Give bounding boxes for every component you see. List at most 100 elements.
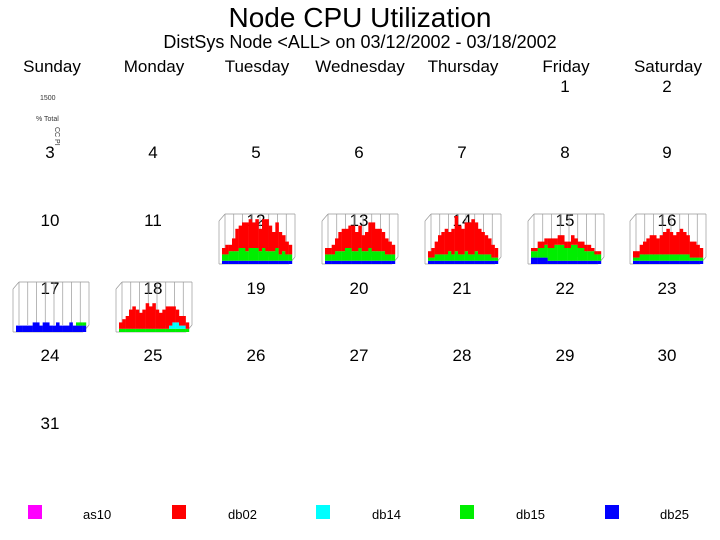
bar-db02: [252, 222, 256, 248]
bar-db25: [375, 260, 379, 264]
calendar-date: 27: [349, 346, 369, 365]
bar-db02: [222, 248, 226, 255]
bar-db02: [431, 248, 435, 258]
bar-db15: [551, 248, 555, 261]
bar-db15: [666, 254, 670, 261]
bar-db02: [471, 219, 475, 255]
calendar-date: 5: [251, 143, 261, 162]
calendar-date: 11: [144, 211, 162, 230]
bar-db25: [36, 322, 40, 332]
bar-db02: [378, 228, 382, 252]
bar-db02: [288, 244, 293, 255]
bar-db15: [441, 254, 445, 261]
bar-db02: [345, 228, 349, 248]
bar-db02: [663, 232, 667, 255]
bar-db15: [561, 244, 565, 261]
bar-db15: [142, 328, 146, 332]
bar-db25: [368, 260, 372, 264]
bar-db02: [355, 232, 359, 252]
bar-db15: [368, 248, 372, 261]
bar-db02: [633, 251, 637, 258]
bar-db25: [371, 260, 376, 264]
bar-db02: [557, 235, 562, 245]
bar-db25: [567, 260, 572, 264]
bar-db02: [434, 241, 439, 255]
bar-db02: [683, 232, 687, 255]
weekday-header: Tuesday: [224, 57, 290, 76]
bar-db15: [245, 251, 249, 261]
bar-db25: [32, 322, 37, 332]
bar-db25: [46, 322, 50, 332]
bar-db02: [679, 228, 684, 255]
bar-db15: [358, 248, 362, 261]
calendar-date: 2: [662, 77, 672, 96]
bar-db25: [242, 260, 246, 264]
bar-db25: [272, 260, 276, 264]
bar-db25: [551, 260, 555, 264]
bar-db02: [265, 219, 269, 252]
bar-db02: [242, 222, 246, 248]
bar-db15: [689, 257, 694, 261]
bar-db25: [19, 325, 23, 332]
bar-db25: [351, 260, 356, 264]
day-usage-chart-16: [629, 213, 707, 265]
legend-label-db25: db25: [660, 507, 689, 522]
bar-db25: [275, 260, 279, 264]
bar-db25: [338, 260, 342, 264]
bar-db02: [561, 235, 565, 245]
bar-db25: [663, 260, 667, 264]
bar-db25: [325, 260, 329, 264]
bar-db25: [428, 260, 432, 264]
bar-db15: [653, 254, 657, 261]
bar-db15: [252, 248, 256, 261]
bar-db15: [365, 251, 369, 261]
bar-db02: [468, 222, 472, 255]
bar-db15: [76, 322, 80, 326]
bar-db02: [258, 228, 263, 252]
bar-db15: [438, 254, 442, 261]
bar-db15: [633, 257, 637, 261]
bar-db15: [222, 254, 226, 261]
bar-db25: [345, 260, 349, 264]
frame-line: [115, 281, 123, 290]
day-usage-chart-12: [218, 213, 296, 265]
bar-db25: [564, 260, 568, 264]
bar-db02: [155, 309, 160, 329]
bar-db25: [258, 260, 263, 264]
bar-db02: [232, 238, 236, 252]
y-axis-scale-label: 1500: [40, 95, 56, 102]
bar-db02: [351, 225, 356, 252]
bar-db25: [265, 260, 269, 264]
calendar-date: 23: [657, 279, 677, 298]
bar-db15: [351, 251, 356, 261]
frame-line: [424, 213, 432, 222]
bar-db25: [676, 260, 680, 264]
bar-db15: [235, 251, 239, 261]
bar-db15: [228, 251, 233, 261]
bar-db25: [468, 260, 472, 264]
bar-db02: [358, 225, 362, 248]
bar-db02: [338, 232, 342, 252]
bar-db25: [673, 260, 677, 264]
bar-db02: [169, 306, 173, 326]
chart-subtitle: DistSys Node <ALL> on 03/12/2002 - 03/18…: [163, 32, 557, 52]
bar-db02: [255, 219, 259, 248]
frame-line: [629, 213, 637, 222]
bar-db02: [361, 235, 366, 252]
bar-db15: [673, 254, 677, 261]
bar-db14: [175, 322, 180, 329]
bar-db15: [584, 251, 588, 261]
bar-db15: [587, 251, 592, 261]
bar-db02: [587, 244, 592, 252]
bar-db02: [125, 316, 130, 329]
bar-db15: [82, 322, 87, 326]
bar-db15: [162, 328, 166, 332]
bar-db02: [567, 241, 572, 248]
bar-db25: [693, 260, 697, 264]
bar-db15: [646, 254, 650, 261]
legend-label-as10: as10: [83, 507, 112, 522]
day-usage-chart-13: [321, 213, 399, 265]
weekday-header: Thursday: [427, 57, 499, 76]
bar-db02: [428, 251, 432, 258]
bar-db15: [597, 254, 602, 261]
